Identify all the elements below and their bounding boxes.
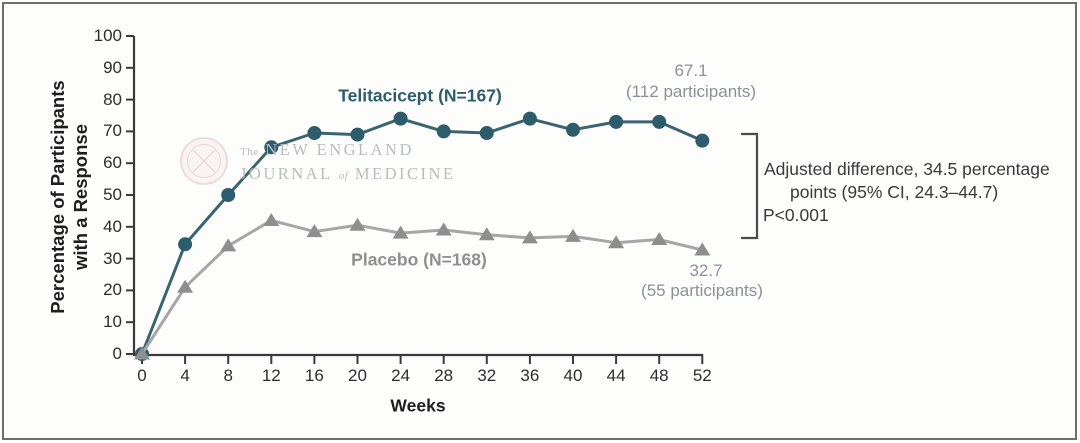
x-tick-label: 16	[304, 366, 324, 385]
y-tick-label: 70	[103, 121, 122, 141]
series-label-placebo: Placebo (N=168)	[351, 249, 487, 270]
x-tick-label: 0	[137, 366, 147, 385]
y-tick-label: 50	[103, 185, 122, 204]
y-tick-label: 0	[112, 344, 122, 363]
x-tick-label: 8	[223, 366, 233, 385]
x-tick-label: 24	[391, 366, 411, 385]
annotation-line2: points (95% CI, 24.3–44.7)	[790, 182, 999, 202]
watermark-the: The	[240, 146, 259, 158]
x-tick-label: 40	[563, 366, 583, 385]
watermark-journal: JOURNAL	[240, 164, 333, 183]
y-axis-title: Percentage of Participants with a Respon…	[46, 80, 92, 313]
y-tick-label: 20	[103, 280, 122, 300]
watermark-line1: The NEW ENGLAND	[240, 139, 456, 163]
y-axis-title-line1: Percentage of Participants	[46, 80, 68, 314]
y-tick-label: 80	[103, 89, 122, 109]
series-label-telitacicept: Telitacicept (N=167)	[338, 85, 502, 106]
watermark-new-england: NEW ENGLAND	[265, 140, 414, 159]
telitacicept-final-value: 67.1	[674, 61, 708, 80]
y-tick-label: 30	[103, 248, 122, 268]
x-tick-label: 32	[477, 366, 497, 385]
x-tick-label: 12	[261, 366, 281, 385]
y-tick-label: 10	[103, 312, 122, 332]
annotation-line3: P<0.001	[763, 205, 829, 225]
x-tick-label: 44	[606, 366, 626, 385]
x-axis-label: Weeks	[390, 395, 446, 416]
y-axis-title-line2: with a Response	[70, 124, 91, 270]
placebo-final-value: 32.7	[689, 261, 723, 280]
watermark-line2: JOURNAL of MEDICINE	[240, 163, 456, 187]
telitacicept-final-participants: (112 participants)	[625, 82, 757, 101]
watermark-medicine: MEDICINE	[354, 164, 456, 183]
y-tick-label: 100	[93, 26, 122, 45]
nejm-seal-icon	[180, 137, 228, 185]
watermark-of: of	[338, 170, 349, 182]
annotation-line1: Adjusted difference, 34.5 percentage	[764, 159, 1050, 179]
nejm-watermark-text: The NEW ENGLAND JOURNAL of MEDICINE	[240, 139, 456, 187]
placebo-final-participants: (55 participants)	[641, 281, 763, 300]
y-tick-label: 40	[103, 216, 122, 236]
x-tick-label: 28	[434, 366, 454, 385]
y-tick-label: 90	[103, 57, 122, 77]
x-tick-label: 48	[649, 366, 669, 385]
x-tick-label: 36	[520, 366, 540, 385]
x-tick-label: 4	[180, 366, 190, 385]
x-tick-label: 20	[348, 366, 367, 385]
y-tick-label: 60	[103, 153, 122, 173]
x-tick-label: 52	[692, 366, 712, 385]
